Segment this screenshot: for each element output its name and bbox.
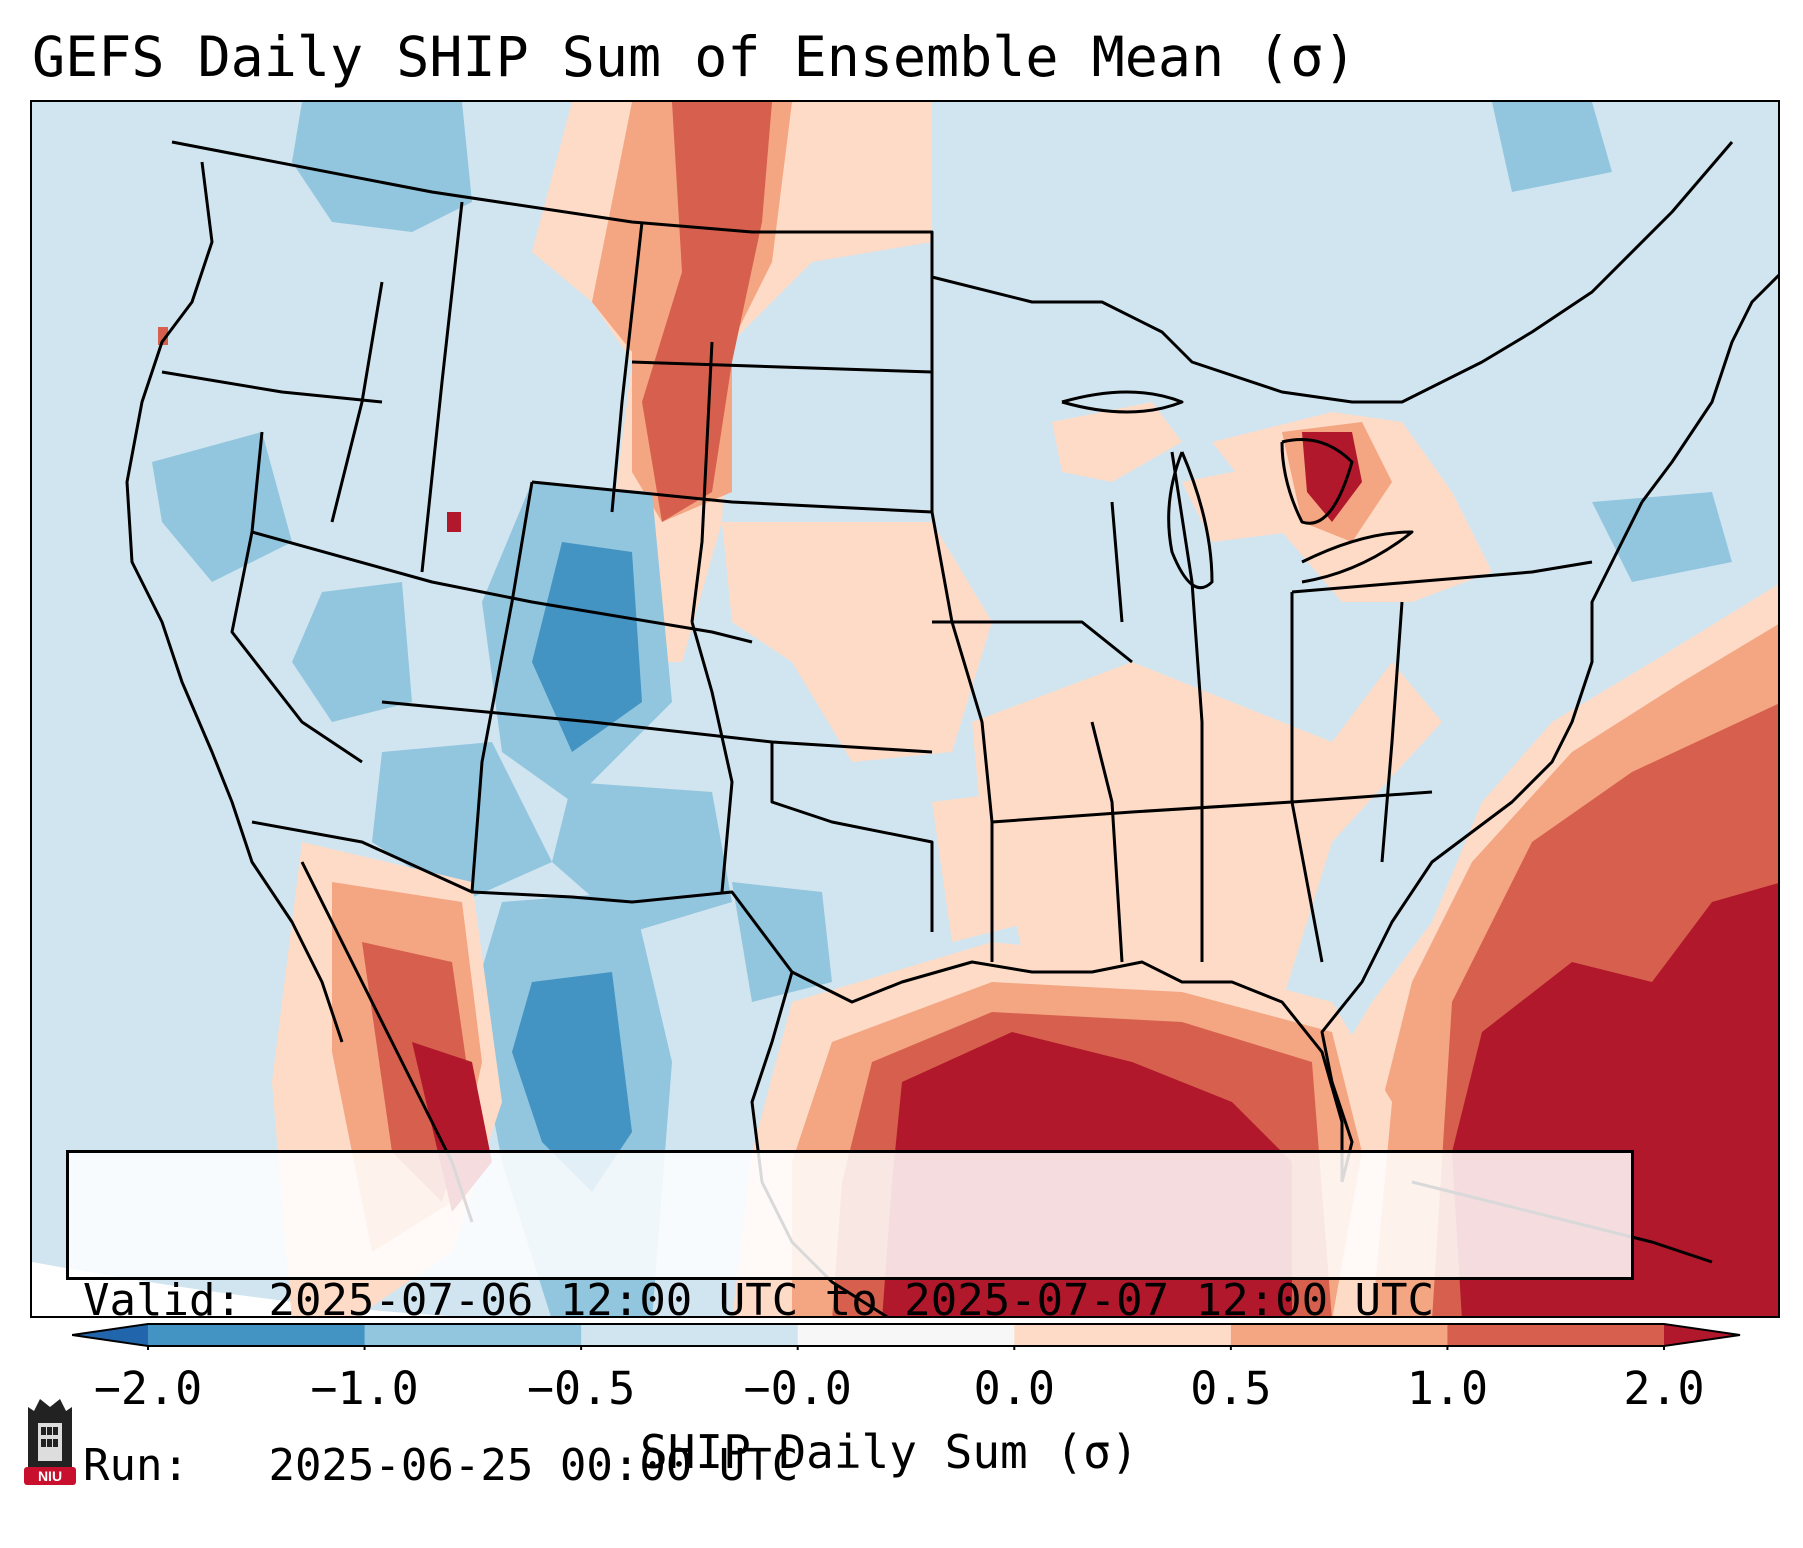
colorbar [72, 1323, 1741, 1350]
gulf-coast [791, 960, 1344, 1182]
info-box: Valid: 2025-07-06 12:00 UTC to 2025-07-0… [66, 1150, 1634, 1491]
anomaly-plains-warm [722, 522, 1442, 1002]
colorbar-tick-label: −1.0 [310, 1362, 419, 1415]
lake-superior [1061, 390, 1184, 414]
state-line [930, 232, 994, 962]
colorbar-label: SHIP Daily Sum (σ) [640, 1425, 1139, 1479]
state-line [1090, 721, 1124, 963]
colorbar-tick-label: 0.0 [973, 1362, 1055, 1415]
colorbar-bin [364, 1324, 582, 1346]
valid-value: 2025-07-06 12:00 UTC to 2025-07-07 12:00… [268, 1275, 1435, 1326]
state-line [770, 742, 934, 932]
chart-title: GEFS Daily SHIP Sum of Ensemble Mean (σ) [32, 25, 1357, 89]
run-value: 2025-06-25 00:00 UTC [268, 1440, 799, 1491]
colorbar-tick-label: 2.0 [1623, 1362, 1705, 1415]
lake-huron [1280, 438, 1354, 525]
run-line: Run: 2025-06-25 00:00 UTC [83, 1438, 1617, 1493]
colorbar-bin [1230, 1324, 1448, 1346]
colorbar-bin [148, 1324, 366, 1346]
lake-erie [1301, 530, 1414, 584]
state-line [230, 431, 363, 764]
state-line [1290, 592, 1324, 963]
map-svg [32, 102, 1778, 1316]
colorbar-bin [581, 1324, 799, 1346]
state-line [610, 221, 644, 513]
west-coast [125, 161, 344, 1043]
state-line [531, 480, 933, 514]
northeast-coast [1640, 273, 1778, 503]
state-line [251, 530, 753, 644]
colorbar-over-arrow [1664, 1324, 1740, 1346]
colorbar-tick-label: −2.0 [93, 1362, 203, 1415]
state-line [1190, 581, 1204, 962]
map-boundaries [125, 140, 1778, 1316]
state-line [932, 620, 1133, 664]
state-line [991, 790, 1433, 824]
run-label: Run: [83, 1440, 189, 1491]
valid-line: Valid: 2025-07-06 12:00 UTC to 2025-07-0… [83, 1273, 1617, 1328]
us-mexico-border [251, 820, 794, 973]
colorbar-outline [72, 1323, 1741, 1347]
colorbar-bin [1447, 1324, 1665, 1346]
state-line [381, 700, 933, 754]
colorbar-tick-label: −0.5 [526, 1362, 636, 1415]
state-line [470, 481, 534, 893]
projection-edge [32, 1262, 449, 1316]
state-line [1380, 601, 1404, 863]
state-line [420, 201, 464, 573]
map-panel [30, 100, 1780, 1318]
anomaly-pixel [447, 512, 461, 532]
colorbar-under-arrow [72, 1324, 148, 1346]
colorbar-bins [148, 1324, 1665, 1346]
colorbar-bin [1014, 1324, 1232, 1346]
state-line [161, 370, 383, 404]
niu-logo: NIU [24, 1399, 76, 1485]
colorbar-bin [797, 1324, 1015, 1346]
state-line [690, 341, 714, 623]
florida-atlantic [1320, 501, 1644, 1183]
canada-border-east [931, 141, 1734, 404]
state-line [1110, 501, 1124, 623]
logo-text: NIU [38, 1468, 62, 1484]
colorbar-tick-label: −0.0 [743, 1362, 852, 1415]
colorbar-tick-label: 0.5 [1190, 1362, 1272, 1415]
state-line [330, 281, 384, 523]
state-line [631, 360, 933, 374]
valid-label: Valid: [83, 1275, 242, 1326]
colorbar-tick-label: 1.0 [1406, 1362, 1489, 1415]
state-line [1291, 560, 1593, 594]
lake-michigan [1167, 451, 1214, 590]
anomaly-pixel [158, 327, 168, 345]
